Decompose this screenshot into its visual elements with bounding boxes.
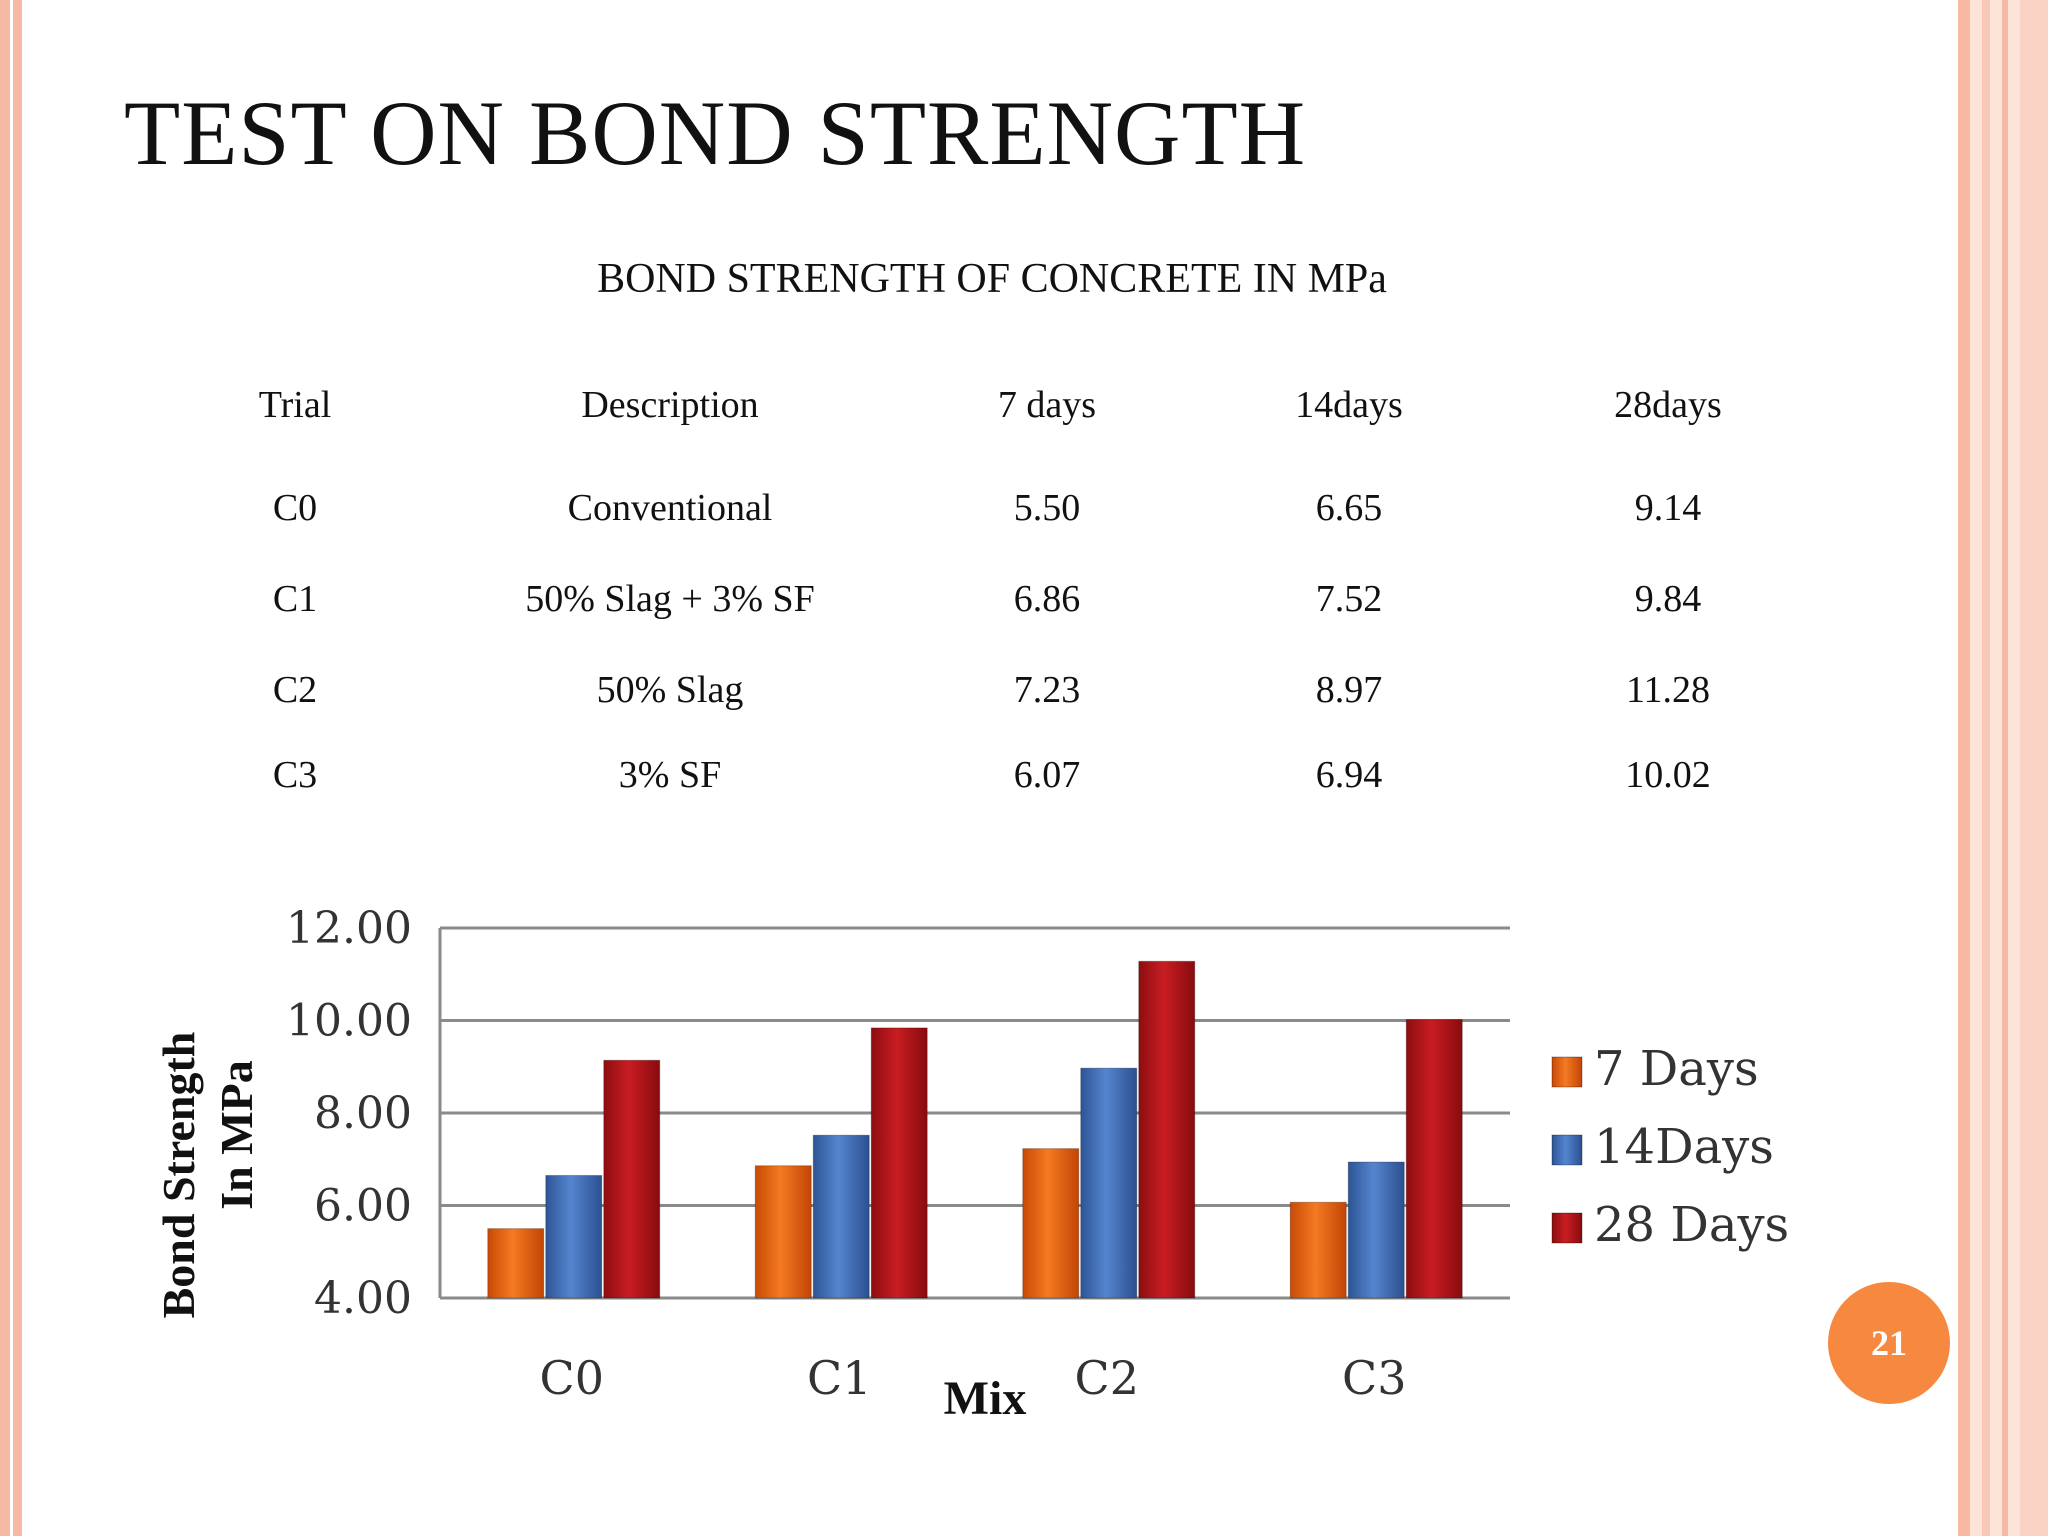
legend-label: 14Days <box>1594 1119 1774 1175</box>
table-title: BOND STRENGTH OF CONCRETE IN MPa <box>597 256 1387 302</box>
y-tick-label: 8.00 <box>314 1088 412 1139</box>
table-cell: C0 <box>272 487 318 529</box>
y-tick-label: 12.00 <box>286 903 412 954</box>
table-cell: 3% SF <box>618 754 722 796</box>
table-header-7days: 7 days <box>997 384 1097 426</box>
bar-28-days-c2 <box>1138 960 1196 1299</box>
table-cell: 10.02 <box>1625 754 1711 796</box>
bar-7-days-c1 <box>754 1165 812 1299</box>
bar-7-days-c3 <box>1289 1201 1347 1299</box>
table-header-28days: 28days <box>1614 384 1722 426</box>
table-cell: 6.07 <box>1013 754 1081 796</box>
x-tick-label: C1 <box>807 1351 871 1405</box>
slide-title: TEST ON BOND STRENGTH <box>124 82 1307 184</box>
table-cell: C3 <box>272 754 318 796</box>
bar-7-days-c0 <box>487 1228 545 1299</box>
bar-28-days-c3 <box>1405 1019 1463 1299</box>
table-cell: 11.28 <box>1625 669 1711 711</box>
y-tick-label: 10.00 <box>286 996 412 1047</box>
legend-label: 28 Days <box>1594 1197 1789 1253</box>
slide-frame-right <box>1958 0 2048 1536</box>
bar-14days-c3 <box>1347 1161 1405 1299</box>
bar-28-days-c1 <box>870 1027 928 1299</box>
legend-swatch <box>1551 1134 1583 1166</box>
table-cell: 9.84 <box>1634 578 1702 620</box>
bar-14days-c0 <box>545 1174 603 1299</box>
table-cell: C2 <box>272 669 318 711</box>
x-tick-label: C0 <box>540 1351 604 1405</box>
table-cell: 9.14 <box>1634 487 1702 529</box>
legend-swatch <box>1551 1212 1583 1244</box>
table-header-trial: Trial <box>258 384 332 426</box>
bar-28-days-c0 <box>603 1059 661 1299</box>
table-header-description: Description <box>581 384 759 426</box>
page-number-badge: 21 <box>1828 1282 1950 1404</box>
table-cell: 8.97 <box>1315 669 1383 711</box>
table-cell: 6.65 <box>1315 487 1383 529</box>
legend-swatch <box>1551 1056 1583 1088</box>
y-tick-label: 4.00 <box>314 1273 412 1324</box>
table-cell: C1 <box>272 578 318 620</box>
bar-14days-c2 <box>1080 1067 1138 1299</box>
y-axis-label-line1: Bond Strength <box>153 1032 204 1319</box>
table-cell: 5.50 <box>1013 487 1081 529</box>
x-tick-label: C3 <box>1342 1351 1406 1405</box>
bond-strength-table: Trial Description 7 days 14days 28days C… <box>258 384 1722 796</box>
table-cell: 7.23 <box>1013 669 1081 711</box>
y-tick-label: 6.00 <box>314 1181 412 1232</box>
x-axis-label: Mix <box>944 1372 1027 1425</box>
table-cell: 6.86 <box>1013 578 1081 620</box>
bar-7-days-c2 <box>1022 1148 1080 1299</box>
table-cell: 50% Slag <box>596 669 744 711</box>
table-cell: Conventional <box>567 487 773 529</box>
table-cell: 50% Slag + 3% SF <box>525 578 815 620</box>
x-tick-label: C2 <box>1075 1351 1139 1405</box>
legend-label: 7 Days <box>1594 1041 1759 1097</box>
table-cell: 7.52 <box>1315 578 1383 620</box>
slide-frame-left <box>0 0 22 1536</box>
y-axis-label-line2: In MPa <box>211 1060 262 1210</box>
bar-14days-c1 <box>812 1134 870 1299</box>
table-cell: 6.94 <box>1315 754 1383 796</box>
table-header-14days: 14days <box>1295 384 1403 426</box>
